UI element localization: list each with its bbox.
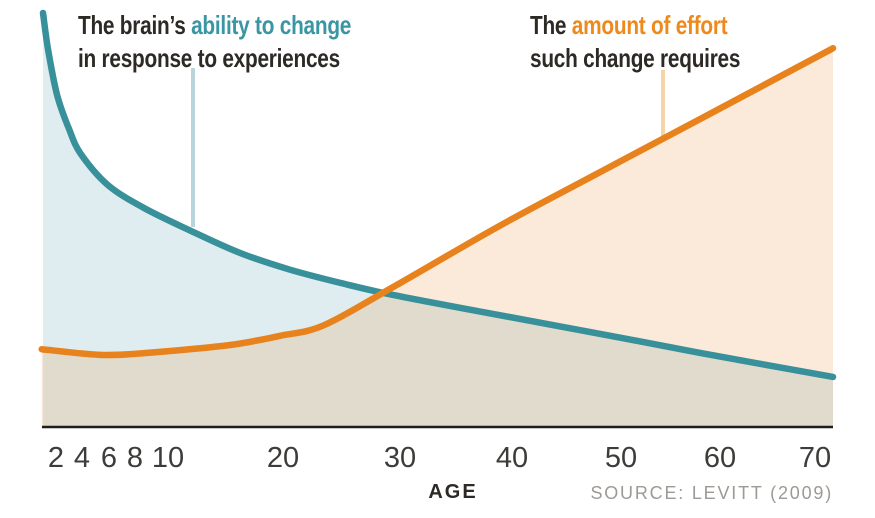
- left-title-line1: The brain’s ability to change: [78, 9, 351, 42]
- x-tick-50: 50: [604, 442, 638, 474]
- x-tick-10: 10: [151, 442, 185, 474]
- x-tick-70: 70: [798, 442, 832, 474]
- x-tick-30: 30: [383, 442, 417, 474]
- right-title-prefix: The: [530, 10, 572, 40]
- x-tick-40: 40: [495, 442, 529, 474]
- right-title: The amount of effort such change require…: [530, 9, 740, 75]
- left-title-highlight: ability to change: [191, 10, 352, 40]
- x-tick-8: 8: [126, 442, 144, 474]
- brain-ability-to-change-curve: [39, 9, 837, 381]
- x-tick-20: 20: [266, 442, 300, 474]
- effort-change-requires-curve: [38, 44, 837, 359]
- source-credit: SOURCE: LEVITT (2009): [590, 483, 833, 503]
- x-tick-2: 2: [47, 442, 65, 474]
- x-tick-60: 60: [703, 442, 737, 474]
- x-axis-label: AGE: [428, 481, 478, 503]
- effort-change-requires-area: [41, 48, 833, 427]
- left-title-prefix: The brain’s: [78, 10, 192, 40]
- brain-ability-to-change-area: [43, 13, 833, 427]
- x-tick-4: 4: [73, 442, 91, 474]
- left-title-line2: in response to experiences: [78, 43, 340, 73]
- right-title-line1: The amount of effort: [530, 9, 740, 42]
- left-title: The brain’s ability to change in respons…: [78, 9, 351, 75]
- right-title-highlight: amount of effort: [571, 10, 728, 40]
- right-title-line2: such change requires: [530, 43, 741, 73]
- x-tick-6: 6: [100, 442, 118, 474]
